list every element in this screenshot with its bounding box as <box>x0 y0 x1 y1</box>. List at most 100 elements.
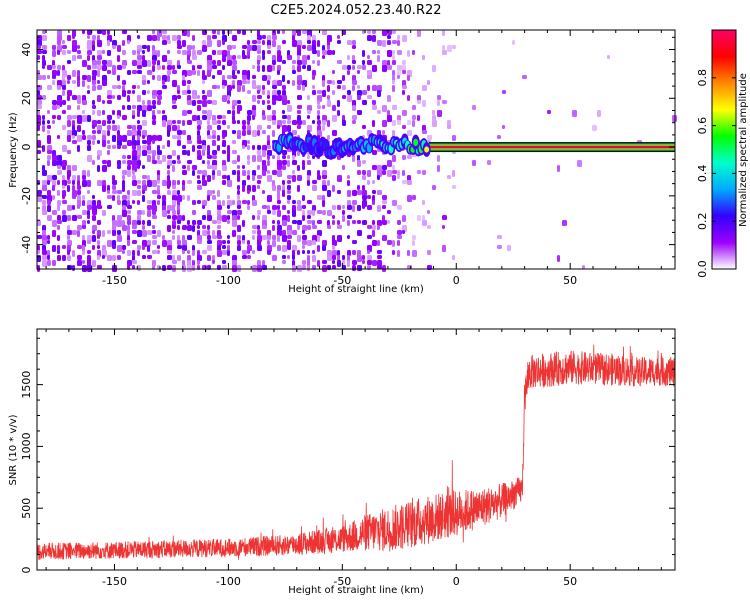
spectrogram-cell <box>87 75 91 82</box>
spectrogram-cell <box>357 230 362 236</box>
spectrogram-cell <box>362 50 365 57</box>
spectrogram-cell <box>242 75 247 80</box>
spectrogram-cell <box>97 150 102 156</box>
spectrogram-cell <box>327 85 330 92</box>
spectrogram-cell <box>167 155 172 159</box>
spectrogram-cell <box>337 220 340 225</box>
spectrogram-cell <box>57 70 60 76</box>
spectrogram-cell <box>417 115 420 121</box>
spectrogram-cell <box>217 235 222 239</box>
spectrogram-cell <box>92 45 95 51</box>
spectrogram-cell <box>332 50 335 55</box>
spectrogram-cell <box>292 80 295 86</box>
snr-y-tick-label: 500 <box>20 498 33 519</box>
spectrogram-x-tick-label: 0 <box>453 274 460 287</box>
spectrogram-cell <box>117 230 121 235</box>
spectrogram-cell <box>207 135 212 139</box>
spectrogram-cell <box>107 190 110 194</box>
spectrogram-cell <box>42 55 45 61</box>
spectrogram-cell <box>187 100 192 105</box>
spectrogram-cell <box>192 95 197 99</box>
spectrogram-cell <box>257 90 260 94</box>
spectrogram-cell <box>67 165 71 171</box>
spectrogram-cell <box>132 85 136 89</box>
spectrogram-cell <box>242 30 246 35</box>
spectrogram-cell <box>277 65 281 71</box>
spectrogram-cell <box>422 100 426 107</box>
spectrogram-cell <box>52 80 55 85</box>
spectrogram-cell <box>82 130 85 135</box>
spectrogram-cell <box>72 205 75 210</box>
spectrogram-cell <box>187 235 192 240</box>
spectrogram-y-label: Frequency (Hz) <box>8 112 19 188</box>
spectrogram-cell <box>232 85 235 89</box>
spectrogram-cell <box>157 200 160 205</box>
spectrogram-x-tick-label: -150 <box>102 274 127 287</box>
spectrogram-cell <box>262 40 265 45</box>
spectrogram-cell <box>57 225 60 230</box>
spectrogram-cell <box>237 110 240 114</box>
spectrogram-cell <box>232 230 236 237</box>
spectrogram-cell <box>62 195 65 199</box>
spectrogram-cell <box>247 50 250 56</box>
spectrogram-cell <box>177 50 181 54</box>
spectrogram-cell <box>77 55 82 59</box>
spectrogram-cell <box>182 215 185 221</box>
spectrogram-cell <box>292 210 296 217</box>
spectrogram-cell <box>332 70 335 74</box>
spectrogram-cell <box>262 150 266 157</box>
spectrogram-cell <box>232 200 235 205</box>
spectrogram-cell <box>72 130 77 136</box>
spectrogram-cell <box>52 210 57 215</box>
spectrogram-cell <box>87 170 90 177</box>
spectrogram-cell <box>132 180 137 186</box>
spectrogram-cell <box>62 85 66 90</box>
spectrogram-cell <box>352 120 356 124</box>
spectrogram-cell <box>262 65 265 72</box>
spectrogram-cell <box>302 210 305 216</box>
spectrogram-cell <box>157 180 160 184</box>
spectrogram-cell <box>167 40 171 44</box>
spectrogram-cell <box>357 255 362 262</box>
spectrogram-cell <box>447 125 451 129</box>
spectrogram-cell <box>332 105 336 111</box>
spectrogram-cell <box>157 160 162 164</box>
spectrogram-cell <box>57 245 60 251</box>
spectrogram-cell <box>307 225 311 230</box>
spectrogram-cell <box>237 205 241 209</box>
spectrogram-cell <box>37 90 40 96</box>
spectrogram-cell <box>117 75 120 81</box>
spectrogram-cell <box>257 245 262 251</box>
spectrogram-cell <box>302 205 306 209</box>
spectrogram-cell <box>252 230 256 234</box>
spectrogram-cell <box>57 85 61 90</box>
spectrogram-cell <box>97 140 100 144</box>
spectrogram-cell <box>57 95 62 101</box>
spectrogram-cell <box>237 135 241 139</box>
spectrogram-cell <box>112 135 116 142</box>
spectrogram-cell <box>197 155 202 160</box>
spectrogram-cell <box>52 245 56 252</box>
spectrogram-cell <box>397 250 400 257</box>
spectrogram-cell <box>72 185 75 191</box>
spectrogram-cell <box>62 165 66 170</box>
spectrogram-cell <box>122 40 125 46</box>
spectrogram-cell <box>607 55 610 59</box>
spectrogram-cell <box>97 165 100 172</box>
spectrogram-cell <box>317 170 320 176</box>
spectrogram-cell <box>272 120 276 125</box>
spectrogram-cell <box>252 95 256 102</box>
spectrogram-cell <box>62 245 66 249</box>
spectrogram-cell <box>382 40 386 47</box>
spectrogram-cell <box>257 95 262 99</box>
spectrogram-cell <box>277 70 280 75</box>
spectrogram-cell <box>47 150 52 154</box>
spectrogram-cell <box>337 235 342 242</box>
spectrogram-cell <box>197 145 202 149</box>
spectrogram-cell <box>312 45 316 51</box>
spectrogram-cell <box>247 115 251 121</box>
spectrogram-cell <box>62 110 66 114</box>
spectrogram-cell <box>82 260 85 264</box>
spectrogram-cell <box>127 165 131 170</box>
spectrogram-cell <box>387 220 390 224</box>
